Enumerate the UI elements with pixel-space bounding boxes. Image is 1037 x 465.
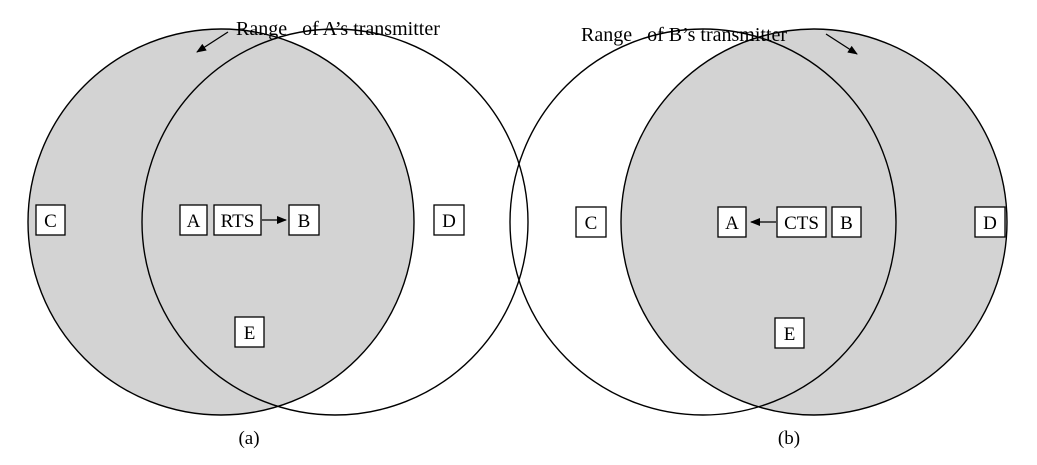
range-a-circle (27, 28, 415, 416)
node-b: B (831, 206, 862, 238)
node-c: C (35, 204, 66, 236)
node-b-label: B (298, 211, 311, 232)
range-b-circle (620, 28, 1008, 416)
cts-frame: CTS (776, 206, 827, 238)
node-a-label: A (187, 211, 201, 232)
node-e: E (774, 317, 805, 349)
panel-a: Range of A’s transmitter C A RTS B D (27, 18, 529, 449)
node-e: E (234, 316, 265, 348)
node-b: B (288, 204, 320, 236)
panel-b: Range of B’s transmitter C A CTS B D (509, 24, 1008, 449)
range-a-circle (509, 28, 897, 416)
rts-frame: RTS (213, 204, 262, 236)
node-d: D (433, 204, 465, 236)
node-a: A (179, 204, 208, 236)
node-a-label: A (725, 213, 739, 234)
cts-label: CTS (784, 213, 819, 234)
range-b-label: Range of B’s transmitter (581, 24, 787, 46)
node-a: A (717, 206, 747, 238)
node-c-label: C (44, 211, 57, 232)
node-d-label: D (983, 213, 997, 234)
node-d: D (974, 206, 1006, 238)
node-d-label: D (442, 211, 456, 232)
range-a-label: Range of A’s transmitter (236, 18, 440, 40)
node-e-label: E (244, 323, 256, 344)
range-b-pointer-arrow (825, 33, 858, 55)
range-a-pointer-arrow (196, 31, 229, 53)
node-b-label: B (840, 213, 853, 234)
range-b-circle (141, 28, 529, 416)
node-c: C (575, 206, 607, 238)
node-c-label: C (585, 213, 598, 234)
panel-b-caption: (b) (778, 428, 800, 449)
panel-a-caption: (a) (238, 428, 259, 449)
node-e-label: E (784, 324, 796, 345)
rts-label: RTS (221, 211, 255, 232)
